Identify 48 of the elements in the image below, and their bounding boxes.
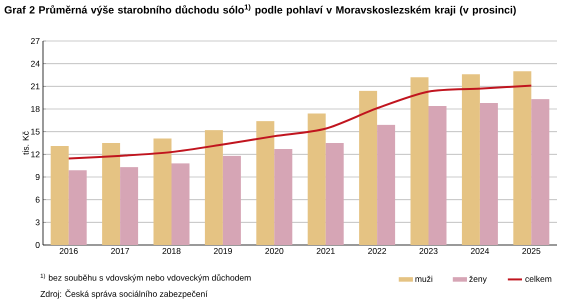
text: $^{1)}$ bez souběhu s vdovským nebo vdoveckým důchodem — [40, 274, 251, 282]
bar — [68, 170, 87, 245]
text: Zdroj: Česká správa sociálního zabezpečení — [40, 289, 208, 299]
bar — [274, 149, 292, 245]
x-tick-label: 2021 — [316, 248, 335, 254]
bar — [308, 114, 326, 245]
bar — [462, 74, 480, 245]
x-tick-label: 2019 — [214, 248, 232, 254]
x-tick-label: 2024 — [470, 248, 490, 254]
bar — [102, 143, 120, 245]
line-series — [68, 84, 532, 160]
y-axis-title: tis. Kč — [22, 131, 29, 155]
y-tick-label: 27 — [30, 38, 40, 44]
x-tick-label: 2020 — [265, 248, 284, 254]
bar — [428, 106, 447, 245]
x-tick-label: 2023 — [420, 248, 438, 254]
y-tick-label: 6 — [36, 196, 40, 203]
bar — [531, 99, 550, 245]
bar — [50, 146, 69, 245]
y-tick-label: 15 — [31, 128, 40, 135]
x-tick-label: 2022 — [368, 248, 386, 254]
bar — [359, 90, 378, 245]
y-tick-label: 21 — [30, 83, 40, 90]
x-tick-label: 2017 — [111, 248, 130, 254]
chart-title: Graf 2 Průměrná výše starobního důchodu sólo$^{1)}$ podle pohlaví v Moravskoslezském kraji (v prosinci) — [4, 4, 516, 16]
y-tick-label: 9 — [36, 174, 40, 180]
bar — [480, 102, 498, 245]
y-tick-label: 3 — [36, 219, 40, 226]
y-tick-label: 24 — [30, 60, 40, 67]
legend-label: celkem — [525, 276, 552, 282]
bar — [120, 167, 138, 245]
x-tick-label: 2018 — [162, 248, 181, 254]
bar — [410, 77, 429, 245]
bar — [256, 121, 274, 245]
legend-label: ženy — [469, 276, 487, 284]
bar — [154, 138, 172, 245]
bar — [513, 71, 532, 245]
y-tick-label: 18 — [31, 106, 40, 112]
bar — [326, 143, 344, 245]
x-tick-label: 2025 — [522, 248, 540, 254]
x-tick-label: 2016 — [60, 248, 78, 254]
y-tick-label: 0 — [36, 242, 40, 248]
bar — [204, 130, 223, 245]
bar — [377, 124, 396, 245]
legend-label: muži — [415, 276, 432, 282]
bar — [222, 156, 241, 245]
bar — [172, 163, 190, 245]
y-tick-label: 12 — [31, 151, 40, 158]
